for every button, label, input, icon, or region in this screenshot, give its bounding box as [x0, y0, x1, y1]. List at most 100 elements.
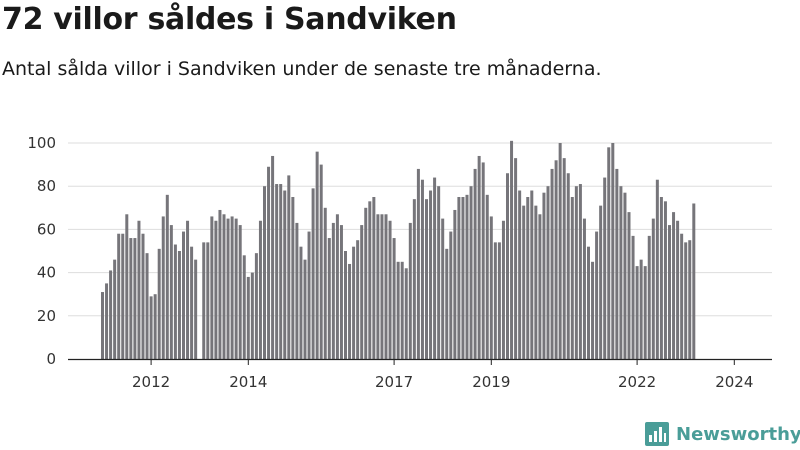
bar-2011-10: [137, 220, 141, 359]
bar-2012-01: [149, 296, 153, 359]
bar-2014-10: [283, 190, 287, 359]
x-tick-label-2022: 2022: [618, 373, 656, 391]
bar-2022-08: [663, 201, 667, 359]
bar-2014-01: [246, 276, 250, 359]
bar-2020-12: [582, 218, 586, 359]
bar-2019-06: [510, 140, 514, 359]
bar-2017-02: [396, 261, 400, 359]
bar-2012-05: [165, 194, 169, 359]
bar-2019-01: [489, 216, 493, 359]
bar-2022-03: [643, 266, 647, 359]
bar-2015-06: [315, 151, 319, 359]
x-tick-label-2014: 2014: [229, 373, 267, 391]
bar-2021-08: [615, 168, 619, 359]
data-labels: 72: [732, 0, 752, 4]
bar-2011-09: [133, 238, 137, 359]
bar-2015-11: [335, 214, 339, 359]
bar-2012-11: [190, 246, 194, 359]
bar-2021-12: [631, 235, 635, 359]
bar-2022-01: [635, 266, 639, 359]
bar-2014-07: [271, 155, 275, 359]
bar-2018-07: [465, 194, 469, 359]
bar-2014-11: [287, 175, 291, 359]
bar-2014-09: [279, 184, 283, 359]
bar-2018-05: [457, 197, 461, 359]
bar-2022-10: [672, 212, 676, 359]
bar-2019-03: [497, 242, 501, 359]
bar-2020-04: [550, 168, 554, 359]
x-tick-label-2019: 2019: [472, 373, 510, 391]
bar-2022-04: [647, 235, 651, 359]
bar-2019-02: [493, 242, 497, 359]
bar-2023-02: [688, 240, 692, 359]
bar-2017-05: [408, 222, 412, 359]
bar-2011-06: [121, 233, 125, 359]
bar-2017-07: [416, 168, 420, 359]
bar-2016-08: [372, 197, 376, 359]
bar-2012-08: [177, 251, 181, 359]
bar-2011-07: [125, 214, 129, 359]
axes: 0 20 40 60 80 100 2012 2014 2017 2019 2022 2024: [27, 134, 772, 391]
bar-2019-09: [522, 205, 526, 359]
bar-2016-06: [364, 207, 368, 359]
bar-2019-12: [534, 205, 538, 359]
bar-2011-03: [109, 270, 113, 359]
x-tick-label-2012: 2012: [132, 373, 170, 391]
bar-2016-10: [380, 214, 384, 359]
bar-2011-05: [117, 233, 121, 359]
bar-2017-01: [392, 238, 396, 359]
bar-2018-10: [477, 155, 481, 359]
bar-2016-11: [384, 214, 388, 359]
bar-2020-06: [558, 143, 562, 359]
bar-2015-07: [319, 164, 323, 359]
bar-2015-08: [323, 207, 327, 359]
bar-2022-07: [659, 197, 663, 359]
bar-2018-01: [441, 218, 445, 359]
bar-2013-11: [238, 225, 242, 359]
bar-2011-01: [101, 292, 104, 359]
bar-2014-03: [254, 253, 258, 359]
y-tick-label-0: 0: [46, 350, 56, 368]
bar-2018-09: [473, 168, 477, 359]
bar-2011-08: [129, 238, 133, 359]
bar-2020-09: [570, 197, 574, 359]
bar-2018-03: [449, 231, 453, 359]
bar-2021-10: [623, 192, 627, 359]
y-tick-label-40: 40: [37, 264, 56, 282]
bar-2020-01: [538, 214, 542, 359]
bar-2023-03: [692, 203, 696, 359]
y-tick-label-100: 100: [27, 134, 56, 152]
bar-2019-11: [530, 190, 534, 359]
bar-2019-05: [506, 173, 509, 359]
bar-2012-02: [153, 294, 157, 359]
newsworthy-brand[interactable]: Newsworthy: [645, 420, 800, 448]
bar-2013-08: [226, 218, 230, 359]
bar-2017-10: [429, 190, 433, 359]
bar-2016-03: [352, 246, 356, 359]
bar-2013-04: [210, 216, 214, 359]
bar-2015-09: [327, 238, 331, 359]
bar-2020-05: [554, 160, 558, 359]
bar-2016-05: [360, 225, 364, 359]
bar-2021-01: [587, 246, 590, 359]
bar-2018-12: [485, 194, 489, 359]
bar-2016-02: [348, 263, 352, 359]
bar-2020-11: [578, 184, 582, 359]
bar-2011-11: [141, 233, 145, 359]
bar-2023-01: [684, 242, 688, 359]
chart-title: 72 villor såldes i Sandviken: [2, 2, 457, 37]
bar-2018-06: [461, 197, 465, 359]
bar-chart-logo-icon: [645, 422, 669, 446]
bar-2017-12: [437, 186, 441, 359]
bar-2020-10: [574, 186, 578, 359]
bar-2022-09: [668, 225, 671, 359]
bar-2020-02: [542, 192, 546, 359]
bar-2018-02: [445, 248, 449, 359]
bar-2021-09: [619, 186, 623, 359]
bar-2021-04: [599, 205, 603, 359]
bar-2015-03: [303, 259, 307, 359]
bar-2021-02: [591, 261, 595, 359]
bar-2012-09: [182, 231, 185, 359]
y-tick-label-20: 20: [37, 307, 56, 325]
